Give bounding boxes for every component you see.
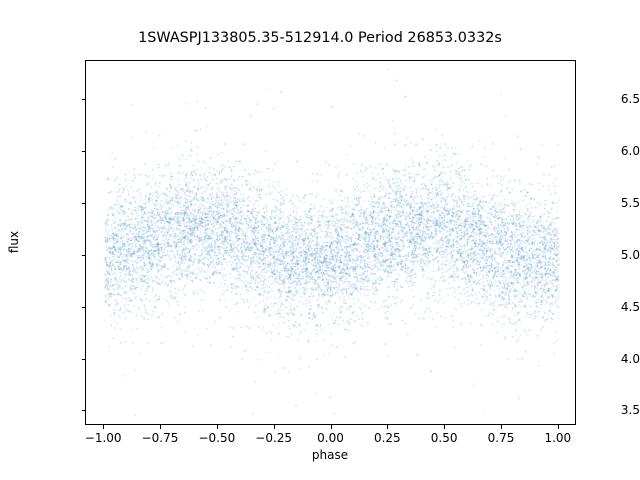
y-tick-label: 5.5 (620, 196, 640, 211)
y-tick-label: 5.0 (620, 247, 640, 262)
page-title: 1SWASPJ133805.35-512914.0 Period 26853.0… (138, 30, 502, 46)
y-tick-label: 4.0 (620, 351, 640, 366)
plot-axes (85, 60, 576, 425)
x-tick-label: 0.50 (430, 431, 458, 445)
x-tick-mark (103, 425, 105, 429)
x-tick-label: 0.25 (373, 431, 401, 445)
y-tick-label: 4.5 (620, 299, 640, 314)
x-tick-label: −0.75 (141, 431, 179, 445)
x-tick-mark (387, 425, 389, 429)
y-tick-label: 6.0 (620, 144, 640, 159)
x-tick-mark (444, 425, 446, 429)
x-axis-label: phase (311, 448, 349, 462)
x-tick-mark (216, 425, 218, 429)
x-tick-mark (273, 425, 275, 429)
x-tick-label: 0.00 (317, 431, 344, 445)
x-tick-label: −0.25 (255, 431, 293, 445)
x-tick-label: 0.75 (487, 431, 515, 445)
x-tick-mark (160, 425, 161, 429)
scatter-plot-points (86, 61, 575, 424)
x-tick-label: 1.00 (544, 431, 572, 445)
x-tick-label: −0.50 (198, 431, 236, 445)
x-tick-mark (330, 425, 332, 429)
x-tick-mark (500, 425, 502, 429)
y-tick-label: 6.5 (620, 92, 640, 107)
y-axis-label: flux (7, 230, 21, 254)
x-tick-label: −1.00 (84, 431, 122, 445)
y-tick-label: 3.5 (620, 403, 640, 418)
x-tick-mark (557, 425, 559, 429)
